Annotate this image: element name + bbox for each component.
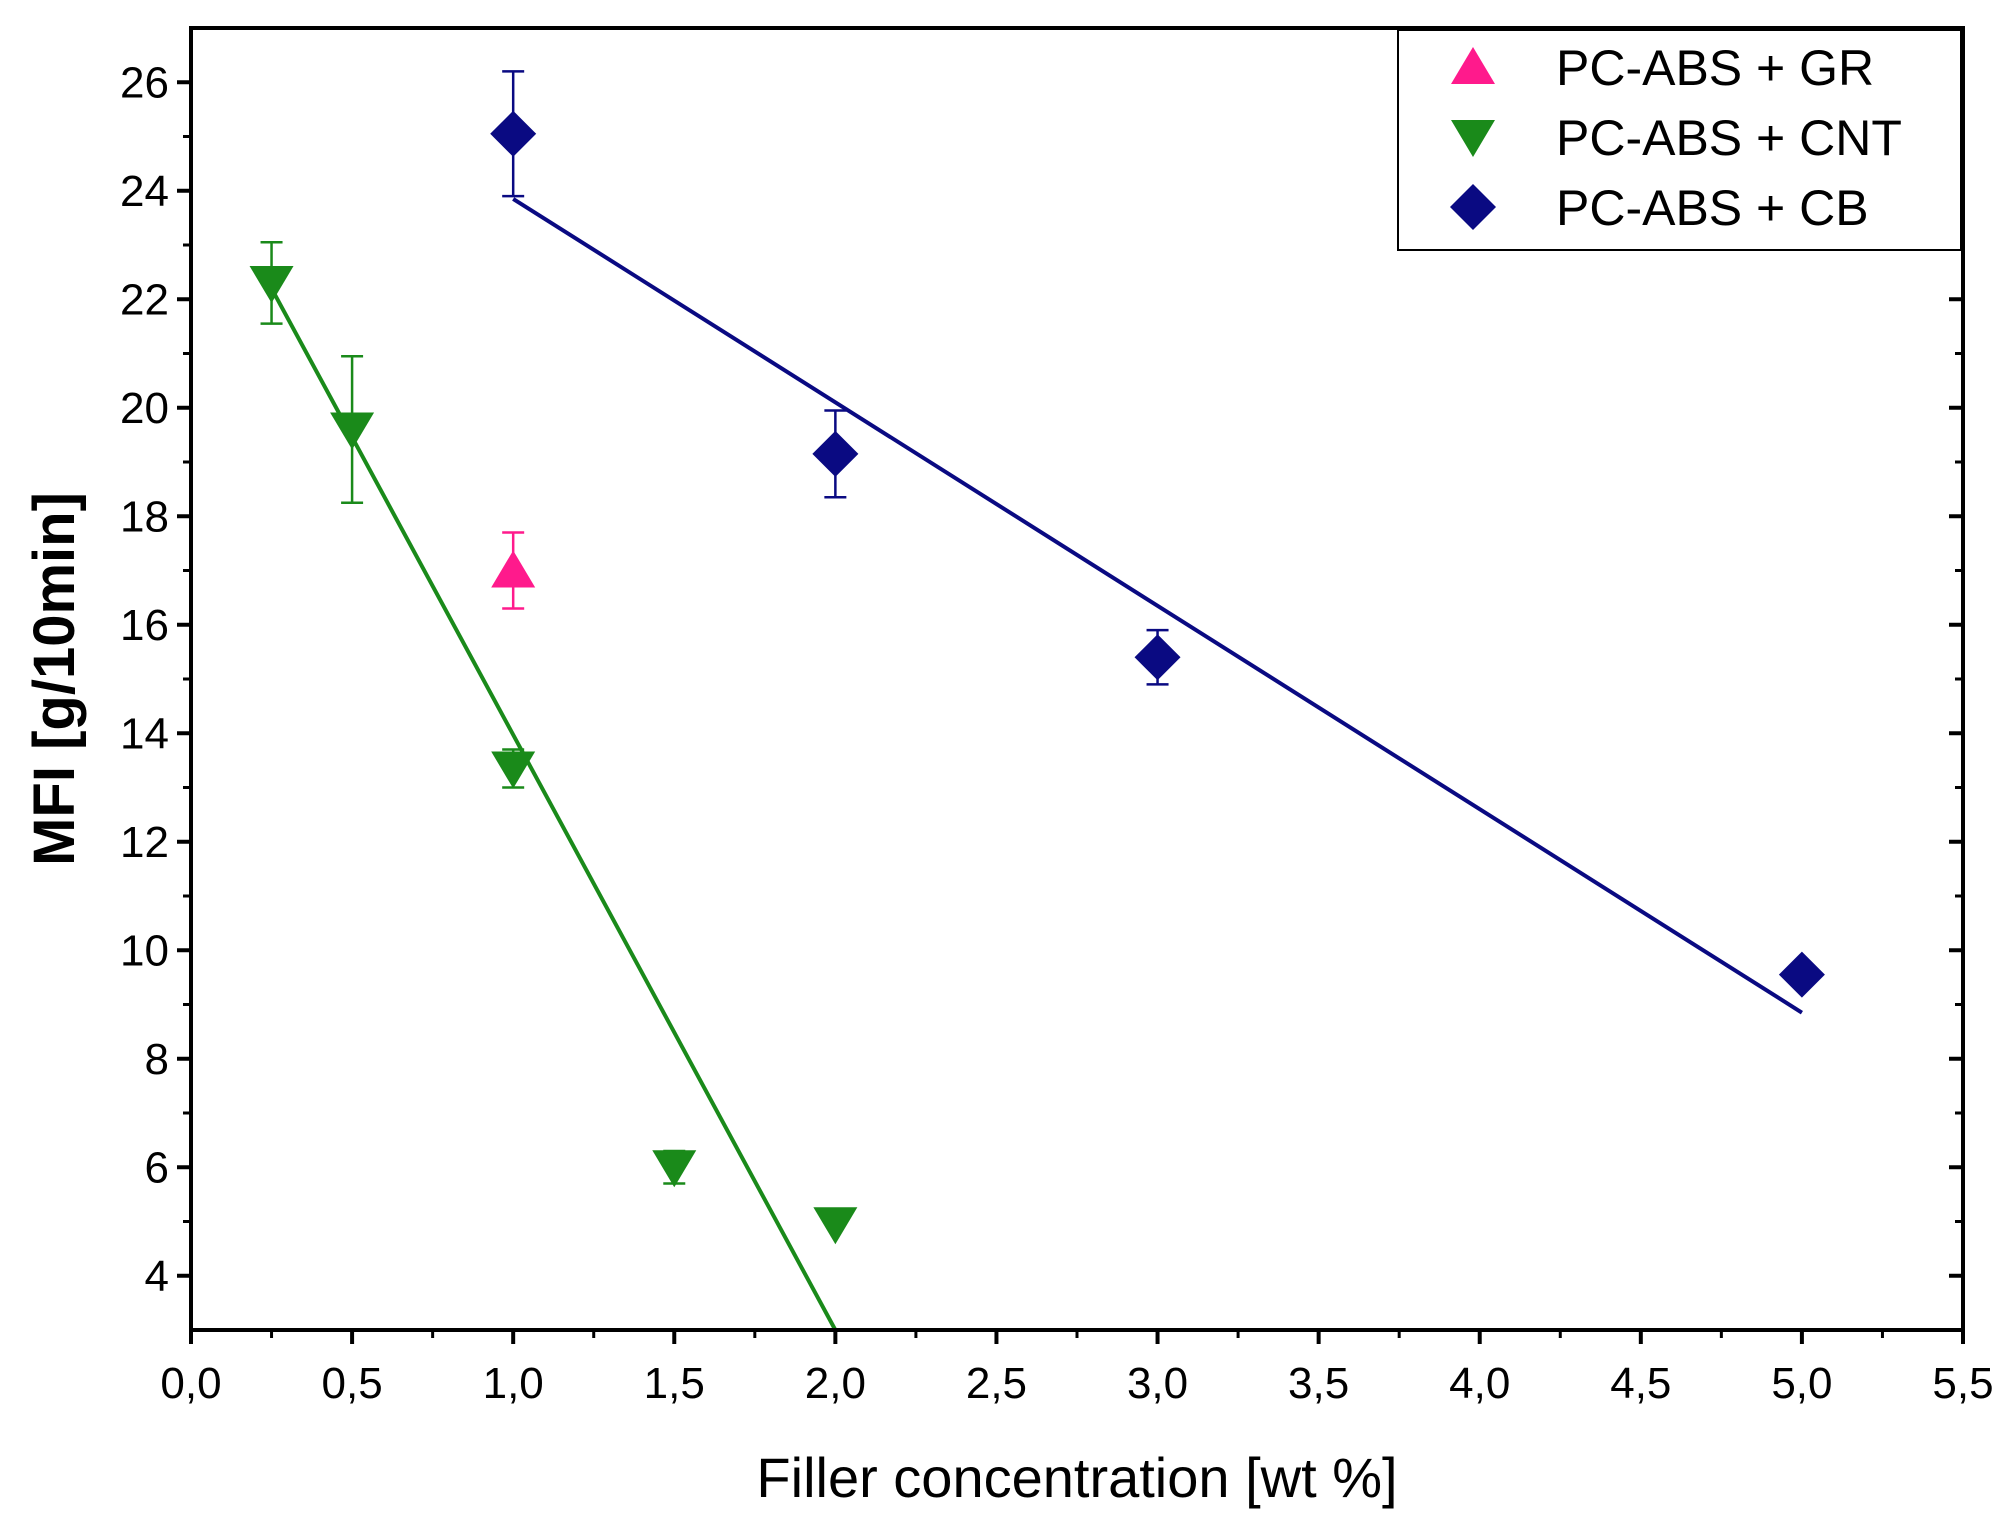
- x-tick-label: 2,5: [966, 1359, 1027, 1408]
- data-point: [491, 550, 536, 588]
- data-point: [490, 110, 537, 157]
- legend-marker: [1450, 184, 1496, 230]
- y-tick-label: 4: [145, 1252, 169, 1301]
- x-tick-label: 2,0: [805, 1359, 866, 1408]
- y-tick-label: 20: [120, 384, 169, 433]
- legend-marker: [1451, 120, 1495, 157]
- y-tick-label: 12: [120, 818, 169, 867]
- y-tick-label: 22: [120, 275, 169, 324]
- x-tick-label: 3,5: [1288, 1359, 1349, 1408]
- x-tick-labels: 0,0 0,5 1,0 1,5 2,0 2,5 3,0 3,5 4,0 4,5 5,0 5,5: [160, 1359, 1993, 1408]
- x-tick-label: 3,0: [1127, 1359, 1188, 1408]
- y-tick-label: 14: [120, 709, 169, 758]
- data-point: [491, 751, 536, 789]
- y-tick-label: 26: [120, 58, 169, 107]
- fit-line: [512, 197, 1803, 1015]
- x-tick-label: 0,5: [322, 1359, 383, 1408]
- x-tick-label: 0,0: [160, 1359, 221, 1408]
- data-point: [249, 265, 294, 303]
- data-point: [330, 412, 375, 450]
- legend-label: PC-ABS + CB: [1556, 180, 1869, 236]
- x-tick-label: 5,5: [1932, 1359, 1993, 1408]
- data-point: [813, 1207, 858, 1245]
- data-point: [652, 1150, 697, 1188]
- x-tick-label: 1,5: [644, 1359, 705, 1408]
- data-point: [1134, 634, 1181, 681]
- y-tick-label: 8: [145, 1035, 169, 1084]
- y-tick-label: 16: [120, 601, 169, 650]
- x-tick-label: 4,0: [1449, 1359, 1510, 1408]
- x-tick-label: 4,5: [1610, 1359, 1671, 1408]
- legend-label: PC-ABS + CNT: [1556, 110, 1902, 166]
- fit-line: [269, 287, 838, 1331]
- y-tick-label: 6: [145, 1143, 169, 1192]
- data-point: [1778, 951, 1825, 998]
- legend-box: [1397, 29, 1962, 251]
- y-tick-labels: 4 6 8 10 12 14 16 18 20 22 24 26: [120, 58, 169, 1301]
- x-tick-label: 5,0: [1771, 1359, 1832, 1408]
- x-tick-label: 1,0: [483, 1359, 544, 1408]
- legend: PC-ABS + GR PC-ABS + CNT PC-ABS + CB: [1397, 29, 1962, 251]
- data-markers: [249, 110, 1825, 1245]
- legend-marker: [1451, 47, 1495, 84]
- y-tick-label: 18: [120, 492, 169, 541]
- legend-label: PC-ABS + GR: [1556, 40, 1874, 96]
- y-tick-label: 24: [120, 167, 169, 216]
- y-tick-label: 10: [120, 926, 169, 975]
- y-axis-title: MFI [g/10min]: [22, 492, 87, 866]
- x-axis-title: Filler concentration [wt %]: [756, 1446, 1397, 1509]
- data-point: [812, 430, 859, 477]
- axis-ticks: [177, 80, 1965, 1344]
- fit-lines: [269, 197, 1803, 1331]
